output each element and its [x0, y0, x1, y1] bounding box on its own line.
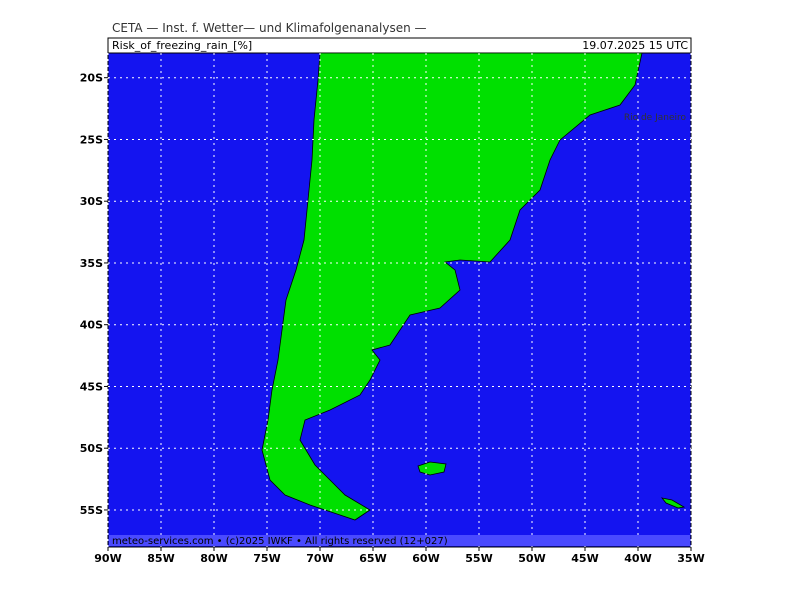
lon-tick-label: 50W — [518, 552, 545, 565]
lon-tick-label: 90W — [94, 552, 121, 565]
lon-tick-label: 35W — [677, 552, 704, 565]
lon-tick-label: 80W — [200, 552, 227, 565]
valid-time: 19.07.2025 15 UTC — [582, 39, 688, 52]
lat-tick-label: 40S — [80, 319, 103, 332]
lat-tick-label: 30S — [80, 195, 103, 208]
lat-tick-label: 25S — [80, 133, 103, 146]
lon-tick-label: 60W — [412, 552, 439, 565]
lat-tick-label: 35S — [80, 257, 103, 270]
lat-tick-label: 50S — [80, 442, 103, 455]
south-georgia — [661, 497, 686, 509]
falkland-islands — [417, 461, 447, 476]
land — [261, 52, 686, 521]
place-label: Rio de Janeiro — [624, 113, 687, 123]
lat-tick-label: 45S — [80, 380, 103, 393]
lon-tick-label: 45W — [571, 552, 598, 565]
lon-tick-label: 55W — [465, 552, 492, 565]
header-title: CETA — Inst. f. Wetter— und Klimafolgena… — [112, 21, 427, 35]
footer: meteo-services.com • (c)2025 IWKF • All … — [112, 536, 448, 547]
lon-tick-label: 75W — [253, 552, 280, 565]
footer-bar — [109, 535, 690, 546]
lon-tick-label: 70W — [306, 552, 333, 565]
lat-tick-label: 20S — [80, 72, 103, 85]
grid — [107, 53, 692, 547]
lon-tick-label: 85W — [147, 552, 174, 565]
field-label: Risk_of_freezing_rain_[%] — [112, 39, 252, 52]
lon-tick-label: 40W — [624, 552, 651, 565]
lat-tick-label: 55S — [80, 504, 103, 517]
lon-tick-label: 65W — [359, 552, 386, 565]
